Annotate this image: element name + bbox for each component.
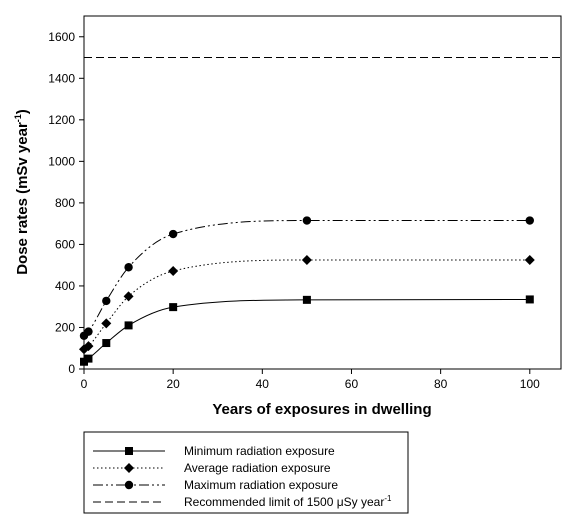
y-tick-label: 1000	[48, 154, 75, 168]
data-point-square	[302, 295, 311, 304]
y-tick-label: 0	[68, 362, 75, 376]
x-tick-label: 80	[434, 377, 448, 391]
y-axis-title-main: Dose rates (mSv year	[14, 122, 31, 275]
y-tick-label: 400	[55, 279, 75, 293]
legend-label: Maximum radiation exposure	[184, 478, 338, 492]
data-point-circle	[168, 229, 178, 239]
x-tick-label: 20	[166, 377, 180, 391]
series-curves	[83, 57, 561, 363]
legend-label: Average radiation exposure	[184, 461, 331, 475]
data-point-diamond	[83, 341, 94, 352]
legend-marker-square	[125, 447, 133, 455]
y-tick-label: 800	[55, 196, 75, 210]
series-line-square	[83, 298, 530, 363]
x-axis: 0 20 40 60 80 100	[81, 369, 540, 391]
plot-area	[83, 15, 562, 370]
plot-frame	[83, 15, 562, 370]
data-point-circle	[84, 327, 93, 336]
legend-box	[83, 431, 409, 514]
data-point-square	[169, 303, 178, 312]
y-axis: 0 200 400 600 800 1000 1200 1400 1600	[48, 30, 84, 376]
data-point-square	[124, 321, 133, 330]
data-point-circle	[124, 263, 133, 272]
data-point-diamond	[168, 265, 179, 276]
data-point-square	[80, 357, 88, 366]
x-axis-title: Years of exposures in dwelling	[212, 401, 431, 418]
y-tick-label: 200	[55, 320, 75, 334]
data-point-square	[525, 295, 534, 304]
data-point-square	[102, 339, 111, 348]
series-line-circle	[83, 220, 530, 337]
y-tick-label: 1400	[48, 71, 75, 85]
y-axis-title-sup: -1	[13, 114, 23, 122]
legend-label: Minimum radiation exposure	[184, 444, 335, 458]
y-tick-label: 600	[55, 237, 75, 251]
legend: Minimum radiation exposure Average radiat…	[83, 431, 409, 514]
x-tick-label: 100	[520, 377, 540, 391]
y-axis-title: Dose rates (mSv year-1)	[13, 109, 31, 275]
series-line-diamond	[83, 259, 530, 350]
legend-label-reference: Recommended limit of 1500 μSy year-1	[184, 494, 392, 509]
data-point-diamond	[123, 291, 134, 302]
data-point-diamond	[301, 254, 312, 265]
legend-marker-circle	[124, 480, 134, 490]
data-point-diamond	[101, 318, 112, 329]
x-tick-label: 40	[256, 377, 270, 391]
series-markers	[79, 216, 535, 366]
data-point-square	[84, 354, 93, 363]
legend-marker-diamond	[124, 463, 134, 473]
data-point-circle	[102, 296, 111, 306]
data-point-circle	[525, 216, 534, 225]
x-tick-label: 0	[81, 377, 88, 391]
y-axis-title-close: )	[14, 109, 31, 114]
x-tick-label: 60	[345, 377, 359, 391]
y-tick-label: 1600	[48, 30, 75, 44]
data-point-circle	[302, 216, 312, 225]
y-tick-label: 1200	[48, 113, 75, 127]
data-point-diamond	[524, 254, 535, 265]
